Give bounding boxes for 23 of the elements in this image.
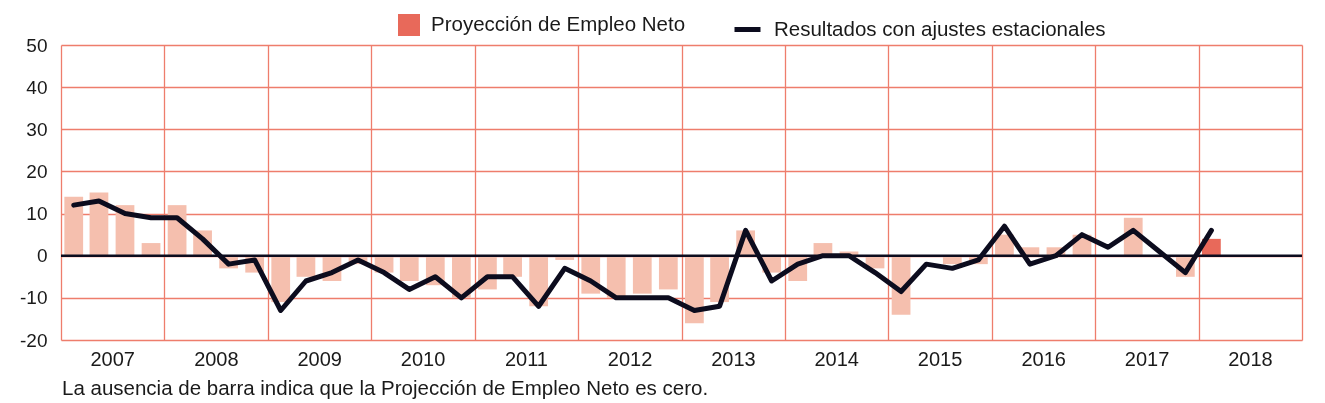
y-tick-label: 10 xyxy=(26,203,48,225)
legend-label: Proyección de Empleo Neto xyxy=(431,12,686,35)
legend-label: Resultados con ajustes estacionales xyxy=(774,16,1106,40)
x-tick-label: 2018 xyxy=(1228,347,1273,370)
y-tick-label: -20 xyxy=(20,329,48,351)
y-tick-label: 0 xyxy=(36,245,48,267)
x-tick-label: 2015 xyxy=(917,347,963,370)
y-tick-label: 50 xyxy=(26,34,48,56)
x-tick-label: 2011 xyxy=(504,347,548,370)
x-tick-label: 2007 xyxy=(90,347,135,370)
x-tick-label: 2013 xyxy=(711,347,756,370)
x-tick-label: 2014 xyxy=(814,347,859,370)
x-tick-label: 2010 xyxy=(400,347,446,370)
text: La ausencia de barra indica que la Projección de Empleo Neto es cero. xyxy=(62,376,709,399)
x-tick-label: 2009 xyxy=(297,347,342,370)
y-tick-label: 20 xyxy=(26,160,48,182)
x-tick-label: 2012 xyxy=(607,347,653,370)
y-tick-label: 30 xyxy=(26,118,48,140)
x-tick-label: 2008 xyxy=(194,347,239,370)
y-tick-label: 40 xyxy=(26,76,48,98)
y-tick-label: -10 xyxy=(20,287,48,309)
x-tick-label: 2017 xyxy=(1124,347,1170,370)
x-tick-label: 2016 xyxy=(1021,347,1066,370)
